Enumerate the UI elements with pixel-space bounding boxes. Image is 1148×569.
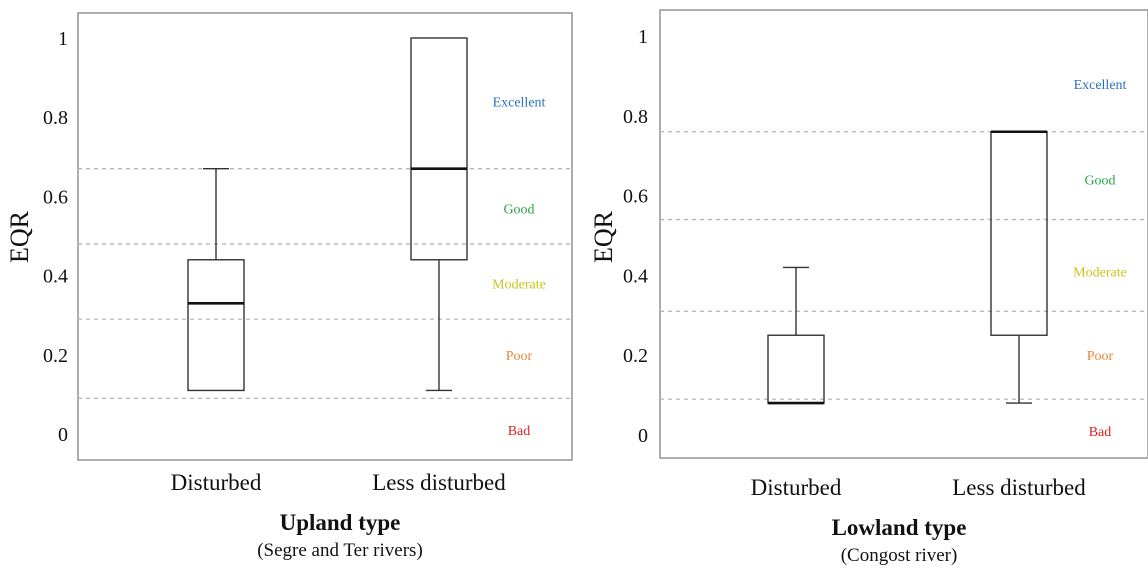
y-tick-label: 0.4 [623, 265, 648, 287]
plot-frame [77, 12, 573, 461]
x-category-label: Disturbed [171, 470, 262, 495]
y-tick-label: 0.8 [623, 106, 648, 128]
class-label-poor: Poor [1087, 349, 1114, 364]
y-axis-label: EQR [589, 210, 618, 263]
box-iqr [990, 131, 1048, 336]
y-tick-label: 0 [58, 424, 68, 446]
class-label-good: Good [1084, 174, 1115, 189]
y-tick-label: 0.4 [43, 266, 68, 288]
chart-subtitle: (Congost river) [841, 545, 958, 566]
chart-title: Upland type [280, 510, 401, 535]
box-iqr [767, 334, 825, 404]
y-tick-label: 1 [58, 28, 68, 50]
class-label-excellent: Excellent [1074, 78, 1127, 93]
y-tick-label: 0.2 [623, 345, 648, 367]
y-tick-label: 0.2 [43, 345, 68, 367]
class-label-moderate: Moderate [1073, 265, 1127, 280]
class-label-poor: Poor [506, 349, 533, 364]
box-1 [410, 37, 468, 392]
x-category-label: Disturbed [751, 475, 842, 500]
y-tick-label: 0.6 [623, 186, 648, 208]
box-iqr [410, 37, 468, 261]
box-0 [187, 167, 245, 392]
box-iqr [187, 259, 245, 392]
box-0 [767, 266, 825, 405]
y-tick-label: 0.6 [43, 186, 68, 208]
chart-title: Lowland type [832, 515, 967, 540]
chart-panel-1: 0 0.2 0.4 0.6 0.8 1 EQR Excellent Good Moderate Po… [5, 12, 573, 561]
chart-subtitle: (Segre and Ter rivers) [257, 540, 423, 561]
plot-frame [659, 9, 1148, 459]
x-category-label: Less disturbed [372, 470, 506, 495]
chart-panel-2: 0 0.2 0.4 0.6 0.8 1 EQR Excellent Good Moderate Po… [589, 9, 1148, 566]
class-label-good: Good [503, 202, 534, 217]
x-category-label: Less disturbed [952, 475, 1086, 500]
class-label-bad: Bad [1089, 425, 1112, 440]
y-tick-label: 1 [638, 26, 648, 48]
class-label-moderate: Moderate [492, 278, 546, 293]
y-tick-label: 0.8 [43, 107, 68, 129]
box-1 [990, 130, 1048, 404]
y-tick-label: 0 [638, 425, 648, 447]
y-axis-label: EQR [5, 210, 34, 263]
class-label-excellent: Excellent [493, 95, 546, 110]
class-label-bad: Bad [508, 424, 531, 439]
